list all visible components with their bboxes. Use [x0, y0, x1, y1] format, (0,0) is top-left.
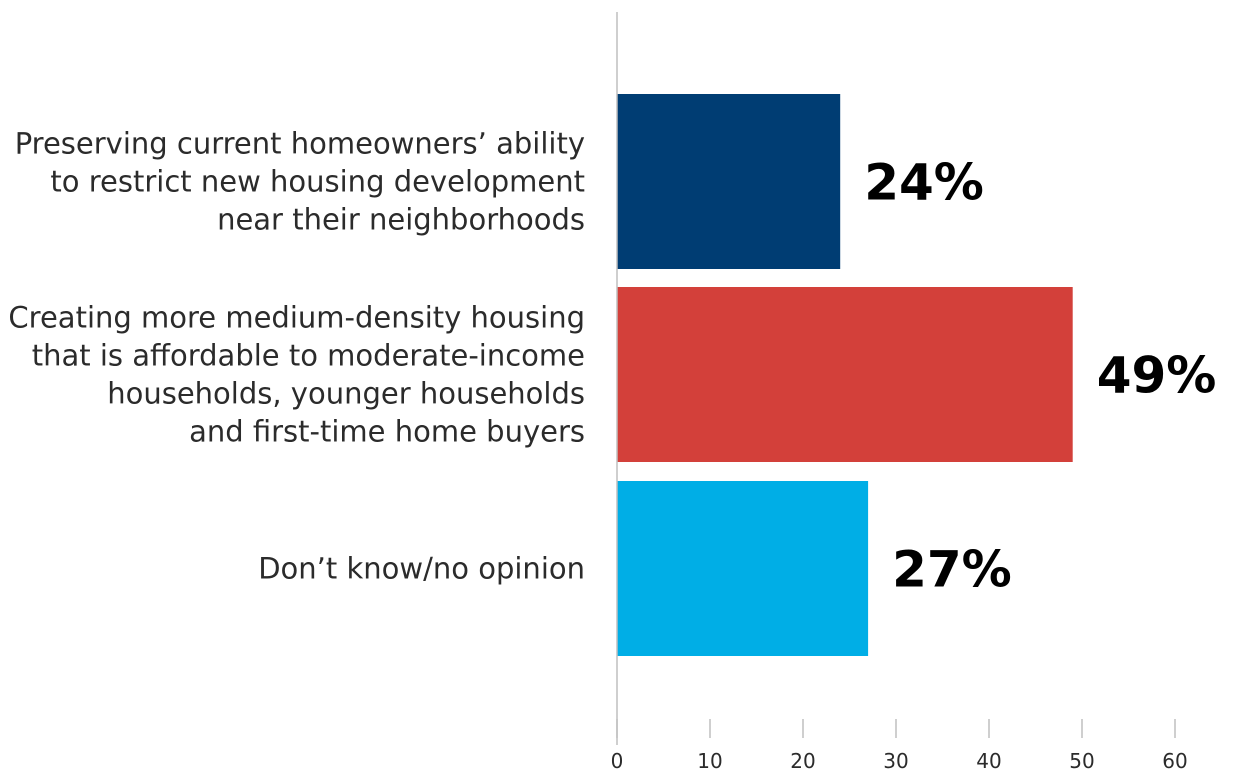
x-tick-label: 60 — [1162, 749, 1187, 772]
category-label-line: near their neighborhoods — [217, 203, 585, 237]
category-label-1: Preserving current homeowners’ ability to… — [15, 127, 585, 237]
value-label-2: 49% — [1097, 347, 1217, 405]
value-labels-layer: 24% 49% 27% — [864, 154, 1216, 599]
category-label-3: Don’t know/no opinion — [258, 552, 585, 586]
x-tick-label: 40 — [976, 749, 1001, 772]
category-label-2: Creating more medium-density housing that… — [8, 301, 585, 449]
x-tick-label: 30 — [883, 749, 908, 772]
bar-1 — [617, 94, 841, 269]
bar-2 — [617, 287, 1073, 462]
category-labels-layer: Preserving current homeowners’ ability to… — [8, 127, 585, 586]
value-label-1: 24% — [864, 154, 984, 212]
category-label-line: and first-time home buyers — [189, 415, 585, 449]
category-label-line: to restrict new housing development — [50, 165, 585, 199]
category-label-line: Don’t know/no opinion — [258, 552, 585, 586]
category-label-line: households, younger households — [107, 377, 585, 411]
bar-3 — [617, 481, 869, 656]
category-label-line: that is affordable to moderate-income — [32, 339, 585, 373]
x-tick-label: 10 — [697, 749, 722, 772]
bars-layer — [617, 94, 1073, 656]
category-label-line: Preserving current homeowners’ ability — [15, 127, 585, 161]
category-label-line: Creating more medium-density housing — [8, 301, 585, 335]
x-axis: 0 10 20 30 40 50 60 — [611, 719, 1188, 772]
x-tick-label: 50 — [1069, 749, 1094, 772]
value-label-3: 27% — [892, 541, 1012, 599]
x-tick-label: 0 — [611, 749, 624, 772]
x-tick-label: 20 — [790, 749, 815, 772]
